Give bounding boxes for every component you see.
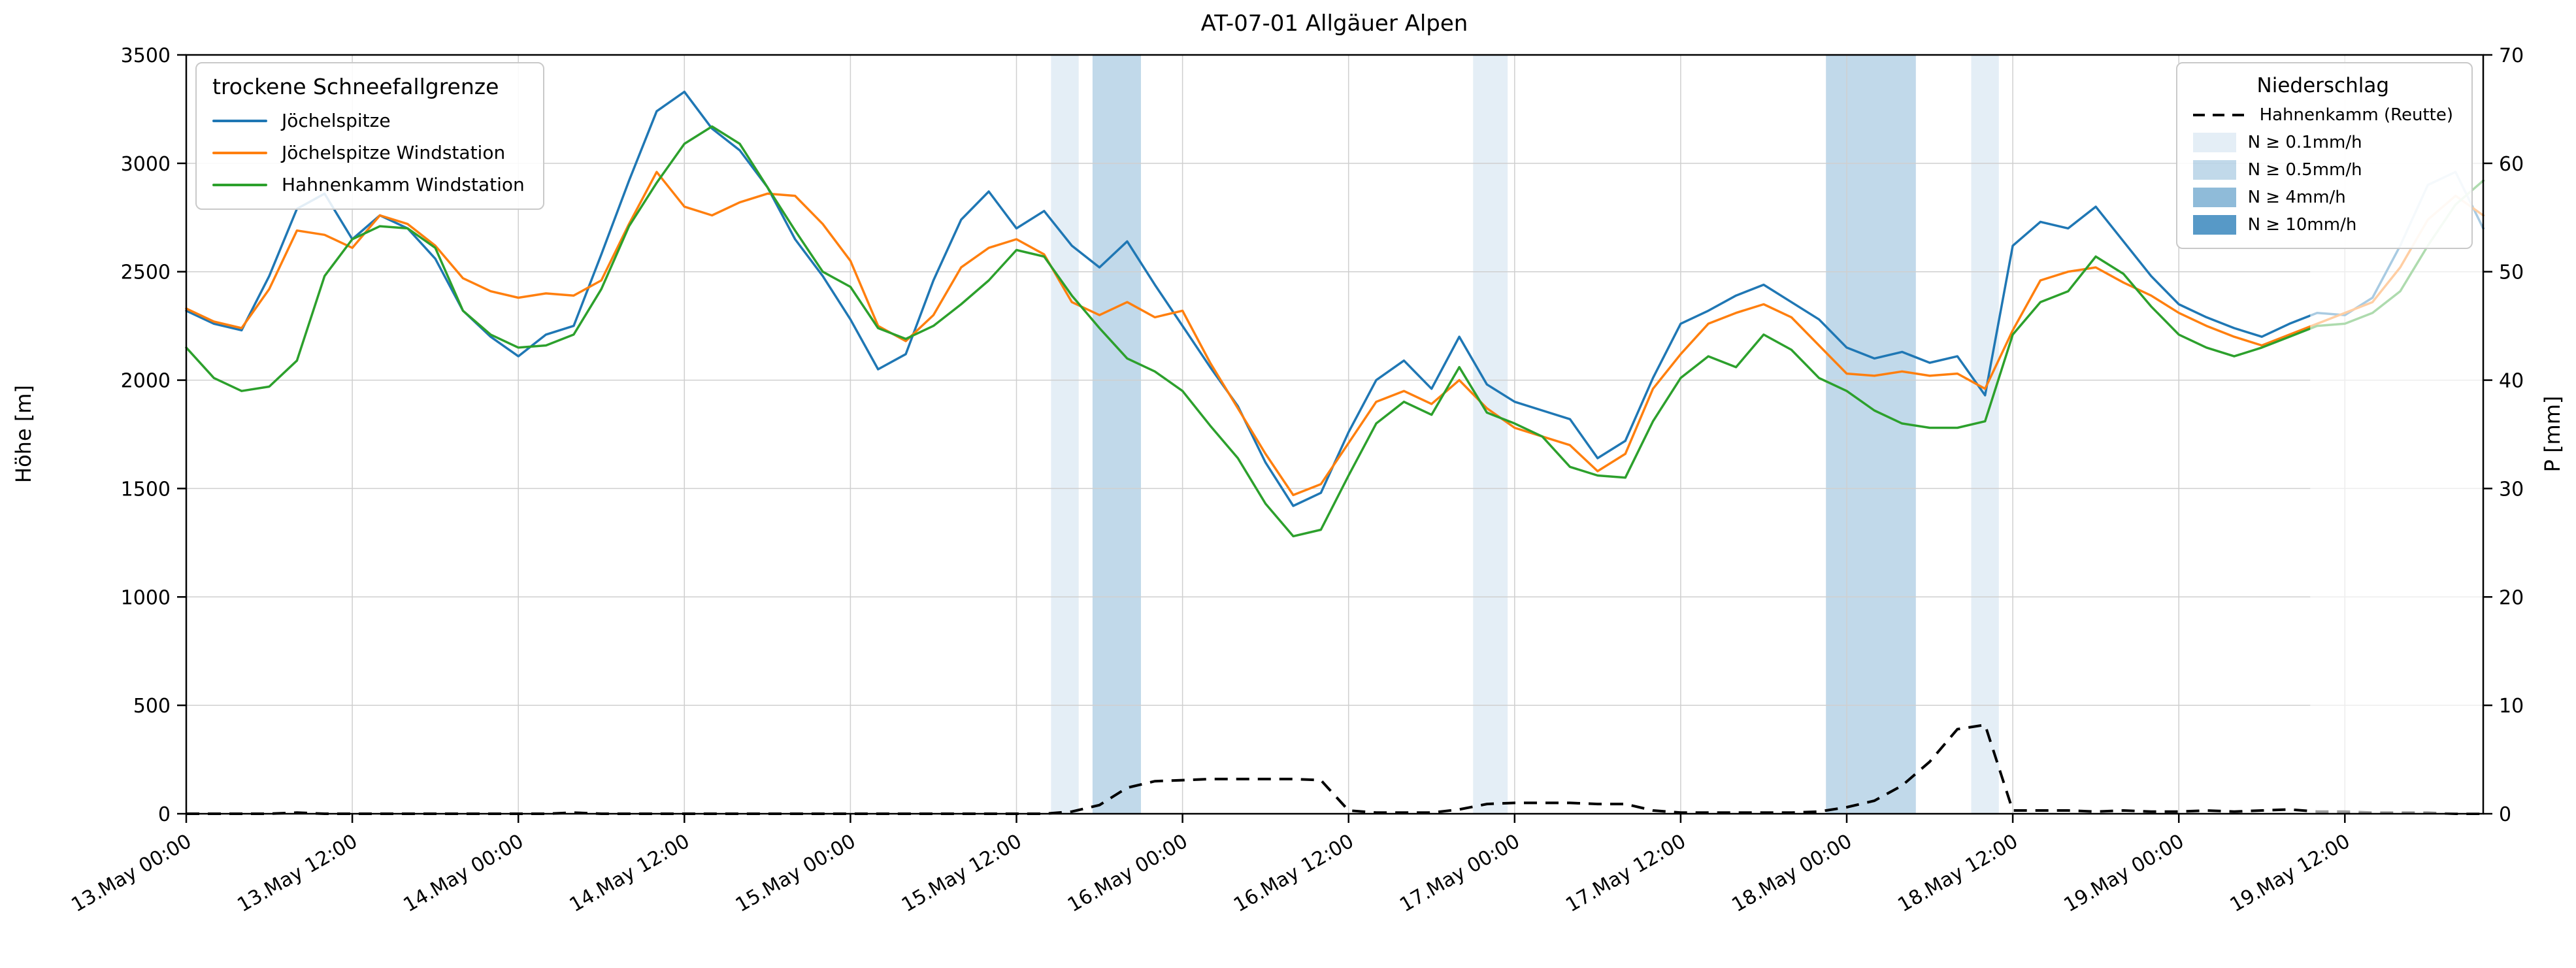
legend-entry-hahnenkamm-windstation: Hahnenkamm Windstation (212, 174, 525, 195)
y-tick-label-left: 2500 (121, 261, 171, 284)
precip-patch-swatch-10 (2192, 215, 2236, 235)
y-tick-label-right: 10 (2499, 695, 2524, 718)
precip-patch-swatch-0-5 (2192, 160, 2236, 180)
line-swatch-green (212, 183, 267, 186)
precip-band (1473, 55, 1508, 814)
y-tick-label-left: 3000 (121, 153, 171, 176)
legend-label: N ≥ 0.5mm/h (2247, 160, 2362, 180)
precip-band (1826, 55, 1916, 814)
y-tick-label-right: 60 (2499, 153, 2524, 176)
line-swatch-blue (212, 119, 267, 122)
y-tick-label-left: 3500 (121, 44, 171, 67)
legend-label: Hahnenkamm Windstation (282, 174, 525, 195)
y-tick-label-right: 30 (2499, 478, 2524, 501)
x-tick-label: 15.May 00:00 (732, 830, 860, 917)
legend-entry-n-4: N ≥ 4mm/h (2192, 188, 2453, 207)
x-tick-label: 18.May 12:00 (1894, 830, 2022, 917)
x-tick-label: 19.May 12:00 (2226, 830, 2354, 917)
legend-entry-hahnenkamm-reutte: Hahnenkamm (Reutte) (2192, 105, 2453, 125)
legend-entry-n-10: N ≥ 10mm/h (2192, 215, 2453, 235)
legend-label: Jöchelspitze (282, 110, 391, 131)
y-tick-label-left: 1000 (121, 586, 171, 609)
legend-niederschlag: Niederschlag Hahnenkamm (Reutte) N ≥ 0.1… (2175, 62, 2473, 249)
y-tick-label-left: 1500 (121, 478, 171, 501)
y-tick-label-left: 0 (158, 803, 171, 826)
page-title: AT-07-01 Allgäuer Alpen (1200, 10, 1468, 37)
x-tick-label: 17.May 12:00 (1562, 830, 1690, 917)
legend-entry-n-0-1: N ≥ 0.1mm/h (2192, 133, 2453, 152)
line-swatch-orange (212, 151, 267, 154)
y-tick-label-right: 70 (2499, 44, 2524, 67)
y-tick-label-right: 0 (2499, 803, 2511, 826)
precip-patch-swatch-0-1 (2192, 133, 2236, 152)
y-tick-label-left: 2000 (121, 370, 171, 393)
dashed-line-swatch (2192, 114, 2248, 116)
legend-entry-joechelspitze-windstation: Jöchelspitze Windstation (212, 142, 525, 163)
line-hahnenkamm-windstation (185, 125, 2485, 538)
legend-label: N ≥ 0.1mm/h (2247, 133, 2362, 152)
legend-label: N ≥ 10mm/h (2247, 215, 2357, 235)
y-tick-label-right: 20 (2499, 586, 2524, 609)
precip-band (1092, 55, 1141, 814)
y-tick-label-left: 500 (133, 695, 171, 718)
line-hahnenkamm-reutte (186, 723, 2483, 815)
plot-border (185, 54, 2485, 815)
x-tick-label: 14.May 00:00 (400, 830, 528, 917)
legend-label: N ≥ 4mm/h (2247, 188, 2346, 207)
x-tick-label: 14.May 12:00 (566, 830, 694, 917)
legend-niederschlag-title: Niederschlag (2256, 74, 2390, 97)
x-tick-label: 16.May 12:00 (1230, 830, 1358, 917)
precip-band (1971, 55, 1999, 814)
legend-entry-n-0-5: N ≥ 0.5mm/h (2192, 160, 2453, 180)
precip-band (1051, 55, 1079, 814)
legend-label: Jöchelspitze Windstation (282, 142, 506, 163)
y-tick-label-right: 50 (2499, 261, 2524, 284)
x-tick-label: 18.May 00:00 (1728, 830, 1856, 917)
x-tick-label: 13.May 00:00 (67, 830, 195, 917)
x-tick-label: 16.May 00:00 (1064, 830, 1192, 917)
precip-patch-swatch-4 (2192, 188, 2236, 207)
y-axis-label-right: P [mm] (2540, 395, 2565, 473)
legend-label: Hahnenkamm (Reutte) (2259, 105, 2453, 125)
line-j-chelspitze-windstation (185, 171, 2485, 497)
y-axis-label-left: Höhe [m] (11, 385, 36, 483)
legend-entry-joechelspitze: Jöchelspitze (212, 110, 525, 131)
legend-schneefallgrenze-title: trockene Schneefallgrenze (212, 74, 499, 99)
x-tick-label: 13.May 12:00 (233, 830, 361, 917)
x-tick-label: 19.May 00:00 (2060, 830, 2188, 917)
y-tick-label-right: 40 (2499, 370, 2524, 393)
x-tick-label: 17.May 00:00 (1396, 830, 1524, 917)
legend-schneefallgrenze: trockene Schneefallgrenze Jöchelspitze J… (195, 62, 544, 210)
x-tick-label: 15.May 12:00 (898, 830, 1026, 917)
